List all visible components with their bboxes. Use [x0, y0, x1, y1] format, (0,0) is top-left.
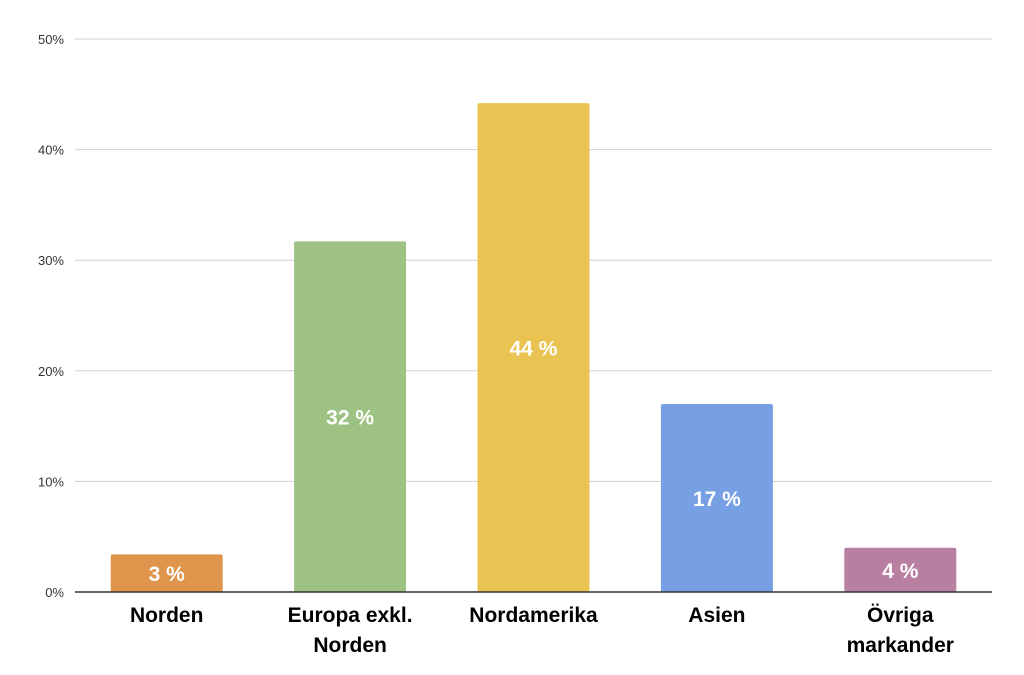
y-tick-label: 10% [38, 474, 64, 489]
category-label: Asien [688, 604, 745, 627]
bar [844, 547, 957, 592]
bar [110, 554, 223, 592]
y-axis-ticks: 0% 10% 20% 30% 40% 50% [38, 32, 64, 600]
category-label: Europa exkl. [288, 604, 413, 627]
y-tick-label: 40% [38, 143, 64, 158]
bar [660, 403, 773, 592]
category-label: Nordamerika [469, 604, 598, 627]
y-tick-label: 20% [38, 364, 64, 379]
data-label: 44 % [510, 338, 558, 361]
data-label: 3 % [149, 563, 186, 586]
data-label: 4 % [882, 560, 919, 583]
bars [110, 103, 957, 592]
data-label: 17 % [693, 488, 741, 511]
category-label: Norden [313, 634, 387, 657]
bar [477, 103, 590, 592]
bar [294, 241, 407, 592]
y-tick-label: 30% [38, 253, 64, 268]
data-label: 32 % [326, 407, 374, 430]
y-tick-label: 50% [38, 32, 64, 47]
category-label: Övriga [867, 604, 934, 627]
category-label: markander [847, 634, 954, 657]
category-labels: Norden Europa exkl. Norden Nordamerika Asien… [130, 604, 954, 657]
category-label: Norden [130, 604, 204, 627]
y-tick-label: 0% [45, 585, 64, 600]
data-labels: 3 % 32 % 44 % 17 % 4 % [149, 338, 919, 587]
